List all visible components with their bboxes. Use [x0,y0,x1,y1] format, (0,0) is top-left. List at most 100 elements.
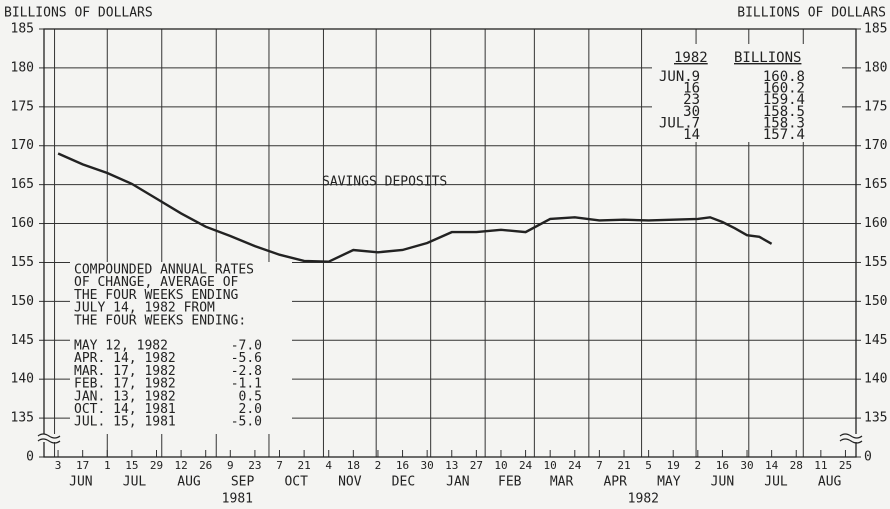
x-tick-label: 7 [596,459,603,472]
axis-break-gap [38,434,60,442]
month-label: MAY [657,475,681,490]
x-tick-label: 21 [297,459,310,472]
month-label: AUG [818,475,842,490]
x-tick-label: 30 [421,459,434,472]
y-tick-label: 160 [11,216,34,231]
x-tick-label: 24 [568,459,582,472]
x-tick-label: 18 [347,459,360,472]
month-label: JUN [69,475,92,490]
y2-tick-label: 150 [864,294,887,309]
rates-date: OCT. 14, 1981 [74,402,176,417]
x-tick-label: 25 [839,459,852,472]
plot-frame [43,28,857,458]
y-tick-label: 135 [11,411,34,426]
rates-value: -1.1 [231,377,262,392]
month-label: JUL [764,475,788,490]
x-tick-label: 24 [519,459,533,472]
x-tick-label: 1 [104,459,111,472]
x-tick-label: 2 [695,459,702,472]
x-tick-label: 11 [814,459,827,472]
rates-value: 0.5 [239,389,262,404]
month-label: AUG [177,475,201,490]
rates-date: MAR. 17, 1982 [74,364,176,379]
x-tick-label: 15 [125,459,138,472]
year-label: 1982 [628,492,659,507]
x-tick-label: 14 [765,459,779,472]
x-tick-label: 28 [790,459,803,472]
table-day: 9 [692,69,700,85]
x-tick-label: 2 [375,459,382,472]
x-tick-label: 30 [740,459,753,472]
data-line [57,152,773,263]
y-tick-label: 145 [11,333,34,348]
x-tick-label: 16 [396,459,409,472]
x-tick-label: 21 [617,459,630,472]
y2-axis-title: BILLIONS OF DOLLARS [737,6,886,21]
y2-tick-label: 180 [864,60,887,75]
month-label: NOV [338,475,362,490]
y-tick-label: 170 [11,138,34,153]
y-tick-label: 140 [11,372,34,387]
table-header: 1982 [674,50,708,66]
y2-tick-label: 145 [864,333,887,348]
rates-background [70,262,292,434]
month-label: MAR [550,475,574,490]
x-tick-label: 7 [276,459,283,472]
table-day: 7 [692,115,700,131]
y-tick-label: 185 [11,22,34,37]
rates-date: APR. 14, 1982 [74,351,176,366]
x-tick-label: 19 [667,459,680,472]
month-label: APR [603,475,627,490]
y-tick-label: 150 [11,294,34,309]
axis-break-gap [840,434,862,442]
x-tick-label: 4 [325,459,332,472]
rates-value: -5.0 [231,415,262,430]
rates-value: 2.0 [239,402,262,417]
table-header: BILLIONS [734,50,801,66]
x-tick-label: 17 [76,459,89,472]
y2-tick-label: 175 [864,99,887,114]
month-label: JUN [711,475,734,490]
y-tick-label: 180 [11,60,34,75]
x-tick-label: 27 [470,459,483,472]
rates-value: -2.8 [231,364,262,379]
month-label: JUL [123,475,147,490]
rates-caption: JULY 14, 1982 FROM [74,301,215,316]
x-tick-label: 3 [55,459,62,472]
x-tick-label: 9 [227,459,234,472]
rates-caption: THE FOUR WEEKS ENDING [74,288,239,303]
x-tick-label: 12 [174,459,187,472]
month-label: SEP [231,475,255,490]
table-day: 16 [683,81,700,97]
y2-tick-label: 135 [864,411,887,426]
x-tick-label: 10 [544,459,557,472]
rates-value: -7.0 [231,339,262,354]
table-month: JUL. [659,115,693,131]
y2-tick-label: 165 [864,177,887,192]
table-background [652,44,842,142]
table-value: 159.4 [763,92,805,108]
x-tick-label: 10 [494,459,507,472]
y-tick-label: 0 [26,450,34,465]
rates-date: FEB. 17, 1982 [74,377,176,392]
axis-break [37,433,61,444]
table-value: 158.5 [763,104,805,120]
y2-tick-label: 155 [864,255,887,270]
y2-tick-label: 0 [864,450,872,465]
rates-date: MAY 12, 1982 [74,339,168,354]
y2-tick-label: 185 [864,22,887,37]
rates-value: -5.6 [231,351,262,366]
x-tick-label: 26 [199,459,212,472]
rates-caption: OF CHANGE, AVERAGE OF [74,275,239,290]
y-axis-title: BILLIONS OF DOLLARS [4,6,153,21]
y2-tick-label: 160 [864,216,887,231]
x-tick-label: 5 [645,459,652,472]
table-day: 30 [683,104,700,120]
month-label: FEB [498,475,522,490]
table-value: 158.3 [763,115,805,131]
rates-date: JUL. 15, 1981 [74,415,176,430]
axis-break [839,433,863,444]
y-tick-label: 175 [11,99,34,114]
y-tick-label: 165 [11,177,34,192]
rates-date: JAN. 13, 1982 [74,389,176,404]
